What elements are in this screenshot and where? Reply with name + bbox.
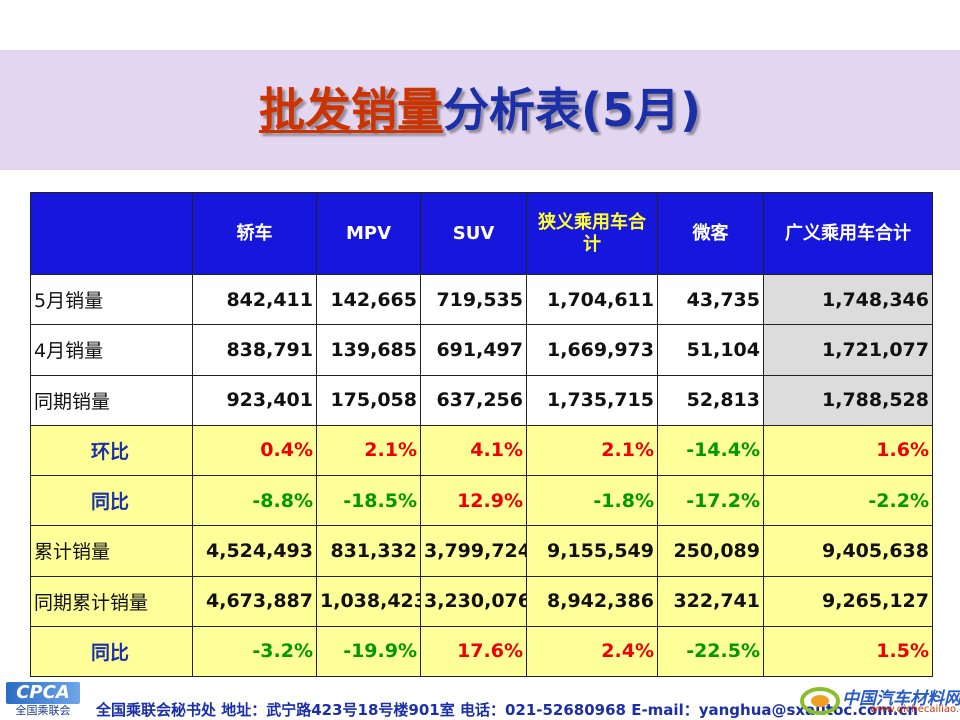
table-row: 环比 0.4% 2.1% 4.1% 2.1% -14.4% 1.6% bbox=[30, 424, 933, 477]
table-cell: -22.5% bbox=[657, 625, 764, 678]
header-cell-text: 狭义乘用车合计 bbox=[538, 211, 646, 255]
table-row: 4月销量 838,791 139,685 691,497 1,669,973 51,104… bbox=[30, 324, 933, 376]
watermark-url: www.qichecailiao.com bbox=[870, 704, 960, 715]
header-cell: 狭义乘用车合计 bbox=[526, 192, 658, 275]
table-cell: 1,704,611 bbox=[526, 273, 658, 326]
watermark-logo-icon bbox=[800, 687, 840, 715]
table-cell: 9,405,638 bbox=[763, 525, 933, 577]
table-cell: 1.5% bbox=[763, 625, 933, 678]
table-row: 5月销量 842,411 142,665 719,535 1,704,611 43,735… bbox=[30, 273, 933, 326]
row-label: 4月销量 bbox=[30, 324, 193, 376]
table-row: 同比 -3.2% -19.9% 17.6% 2.4% -22.5% 1.5% bbox=[30, 625, 933, 678]
cpca-logo-subtitle: 全国乘联会 bbox=[15, 704, 71, 717]
table-cell: 831,332 bbox=[316, 525, 421, 577]
table-cell: 923,401 bbox=[192, 374, 317, 426]
slide-title-part2: 分析表(5月) bbox=[442, 83, 702, 137]
table-cell: 43,735 bbox=[657, 273, 764, 326]
table-cell: 842,411 bbox=[192, 273, 317, 326]
table-cell: 142,665 bbox=[316, 273, 421, 326]
row-label: 同比 bbox=[30, 474, 193, 527]
table-cell: 1,735,715 bbox=[526, 374, 658, 426]
table-row: 同期销量 923,401 175,058 637,256 1,735,715 52,813… bbox=[30, 374, 933, 426]
table-cell: 1,788,528 bbox=[763, 374, 933, 426]
header-cell: 广义乘用车合计 bbox=[763, 192, 933, 275]
row-label: 累计销量 bbox=[30, 525, 193, 577]
footer-contact: 全国乘联会秘书处 地址：武宁路423号18号楼901室 电话：021-52680… bbox=[96, 701, 919, 719]
table-cell: 4,673,887 bbox=[192, 575, 317, 627]
table-cell: 838,791 bbox=[192, 324, 317, 376]
row-label: 同期销量 bbox=[30, 374, 193, 426]
table-header-row: 轿车 MPV SUV 狭义乘用车合计 微客 广义乘用车合计 bbox=[30, 192, 933, 275]
table-cell: 637,256 bbox=[420, 374, 527, 426]
table-cell: -18.5% bbox=[316, 474, 421, 527]
slide-title-part1: 批发销量 bbox=[258, 83, 443, 137]
table-cell: 691,497 bbox=[420, 324, 527, 376]
cpca-logo: CPCA 全国乘联会 bbox=[6, 682, 80, 718]
header-cell: SUV bbox=[420, 192, 527, 275]
row-label: 同比 bbox=[30, 625, 193, 678]
table-row: 同比 -8.8% -18.5% 12.9% -1.8% -17.2% -2.2% bbox=[30, 474, 933, 527]
slide-title: 批发销量分析表(5月) bbox=[0, 80, 960, 140]
table-cell: 1,669,973 bbox=[526, 324, 658, 376]
table-cell: 1.6% bbox=[763, 424, 933, 477]
title-band bbox=[0, 50, 960, 170]
table-cell: 1,748,346 bbox=[763, 273, 933, 326]
table-cell: 2.1% bbox=[526, 424, 658, 477]
header-cell: MPV bbox=[316, 192, 421, 275]
table-row: 同期累计销量 4,673,887 1,038,423 3,230,076 8,942,3… bbox=[30, 575, 933, 627]
table-cell: 52,813 bbox=[657, 374, 764, 426]
table-cell: 4.1% bbox=[420, 424, 527, 477]
table-cell: 139,685 bbox=[316, 324, 421, 376]
table-cell: 4,524,493 bbox=[192, 525, 317, 577]
row-label: 5月销量 bbox=[30, 273, 193, 326]
table-cell: 322,741 bbox=[657, 575, 764, 627]
cpca-logo-mark: CPCA bbox=[6, 682, 80, 704]
table-cell: 9,265,127 bbox=[763, 575, 933, 627]
table-cell: 250,089 bbox=[657, 525, 764, 577]
row-label: 环比 bbox=[30, 424, 193, 477]
table-cell: 17.6% bbox=[420, 625, 527, 678]
table-cell: 1,721,077 bbox=[763, 324, 933, 376]
table-cell: 2.4% bbox=[526, 625, 658, 678]
table-row: 累计销量 4,524,493 831,332 3,799,724 9,155,549 25… bbox=[30, 525, 933, 577]
table-cell: -3.2% bbox=[192, 625, 317, 678]
table-cell: 719,535 bbox=[420, 273, 527, 326]
table-cell: -2.2% bbox=[763, 474, 933, 527]
table-cell: -17.2% bbox=[657, 474, 764, 527]
header-cell bbox=[30, 192, 193, 275]
table-cell: 3,799,724 bbox=[420, 525, 527, 577]
header-cell: 轿车 bbox=[192, 192, 317, 275]
table-cell: -19.9% bbox=[316, 625, 421, 678]
row-label: 同期累计销量 bbox=[30, 575, 193, 627]
header-cell: 微客 bbox=[657, 192, 764, 275]
table-cell: -14.4% bbox=[657, 424, 764, 477]
watermark-name: 中国汽车材料网 bbox=[842, 689, 960, 709]
table-cell: 2.1% bbox=[316, 424, 421, 477]
table-cell: 175,058 bbox=[316, 374, 421, 426]
site-watermark: 中国汽车材料网 www.qichecailiao.com bbox=[800, 684, 960, 718]
table-cell: 51,104 bbox=[657, 324, 764, 376]
table-cell: 8,942,386 bbox=[526, 575, 658, 627]
sales-table: 轿车 MPV SUV 狭义乘用车合计 微客 广义乘用车合计 5月销量 842,41… bbox=[30, 192, 933, 678]
table-cell: -1.8% bbox=[526, 474, 658, 527]
table-cell: -8.8% bbox=[192, 474, 317, 527]
table-cell: 9,155,549 bbox=[526, 525, 658, 577]
table-cell: 0.4% bbox=[192, 424, 317, 477]
table-cell: 1,038,423 bbox=[316, 575, 421, 627]
table-cell: 3,230,076 bbox=[420, 575, 527, 627]
table-cell: 12.9% bbox=[420, 474, 527, 527]
